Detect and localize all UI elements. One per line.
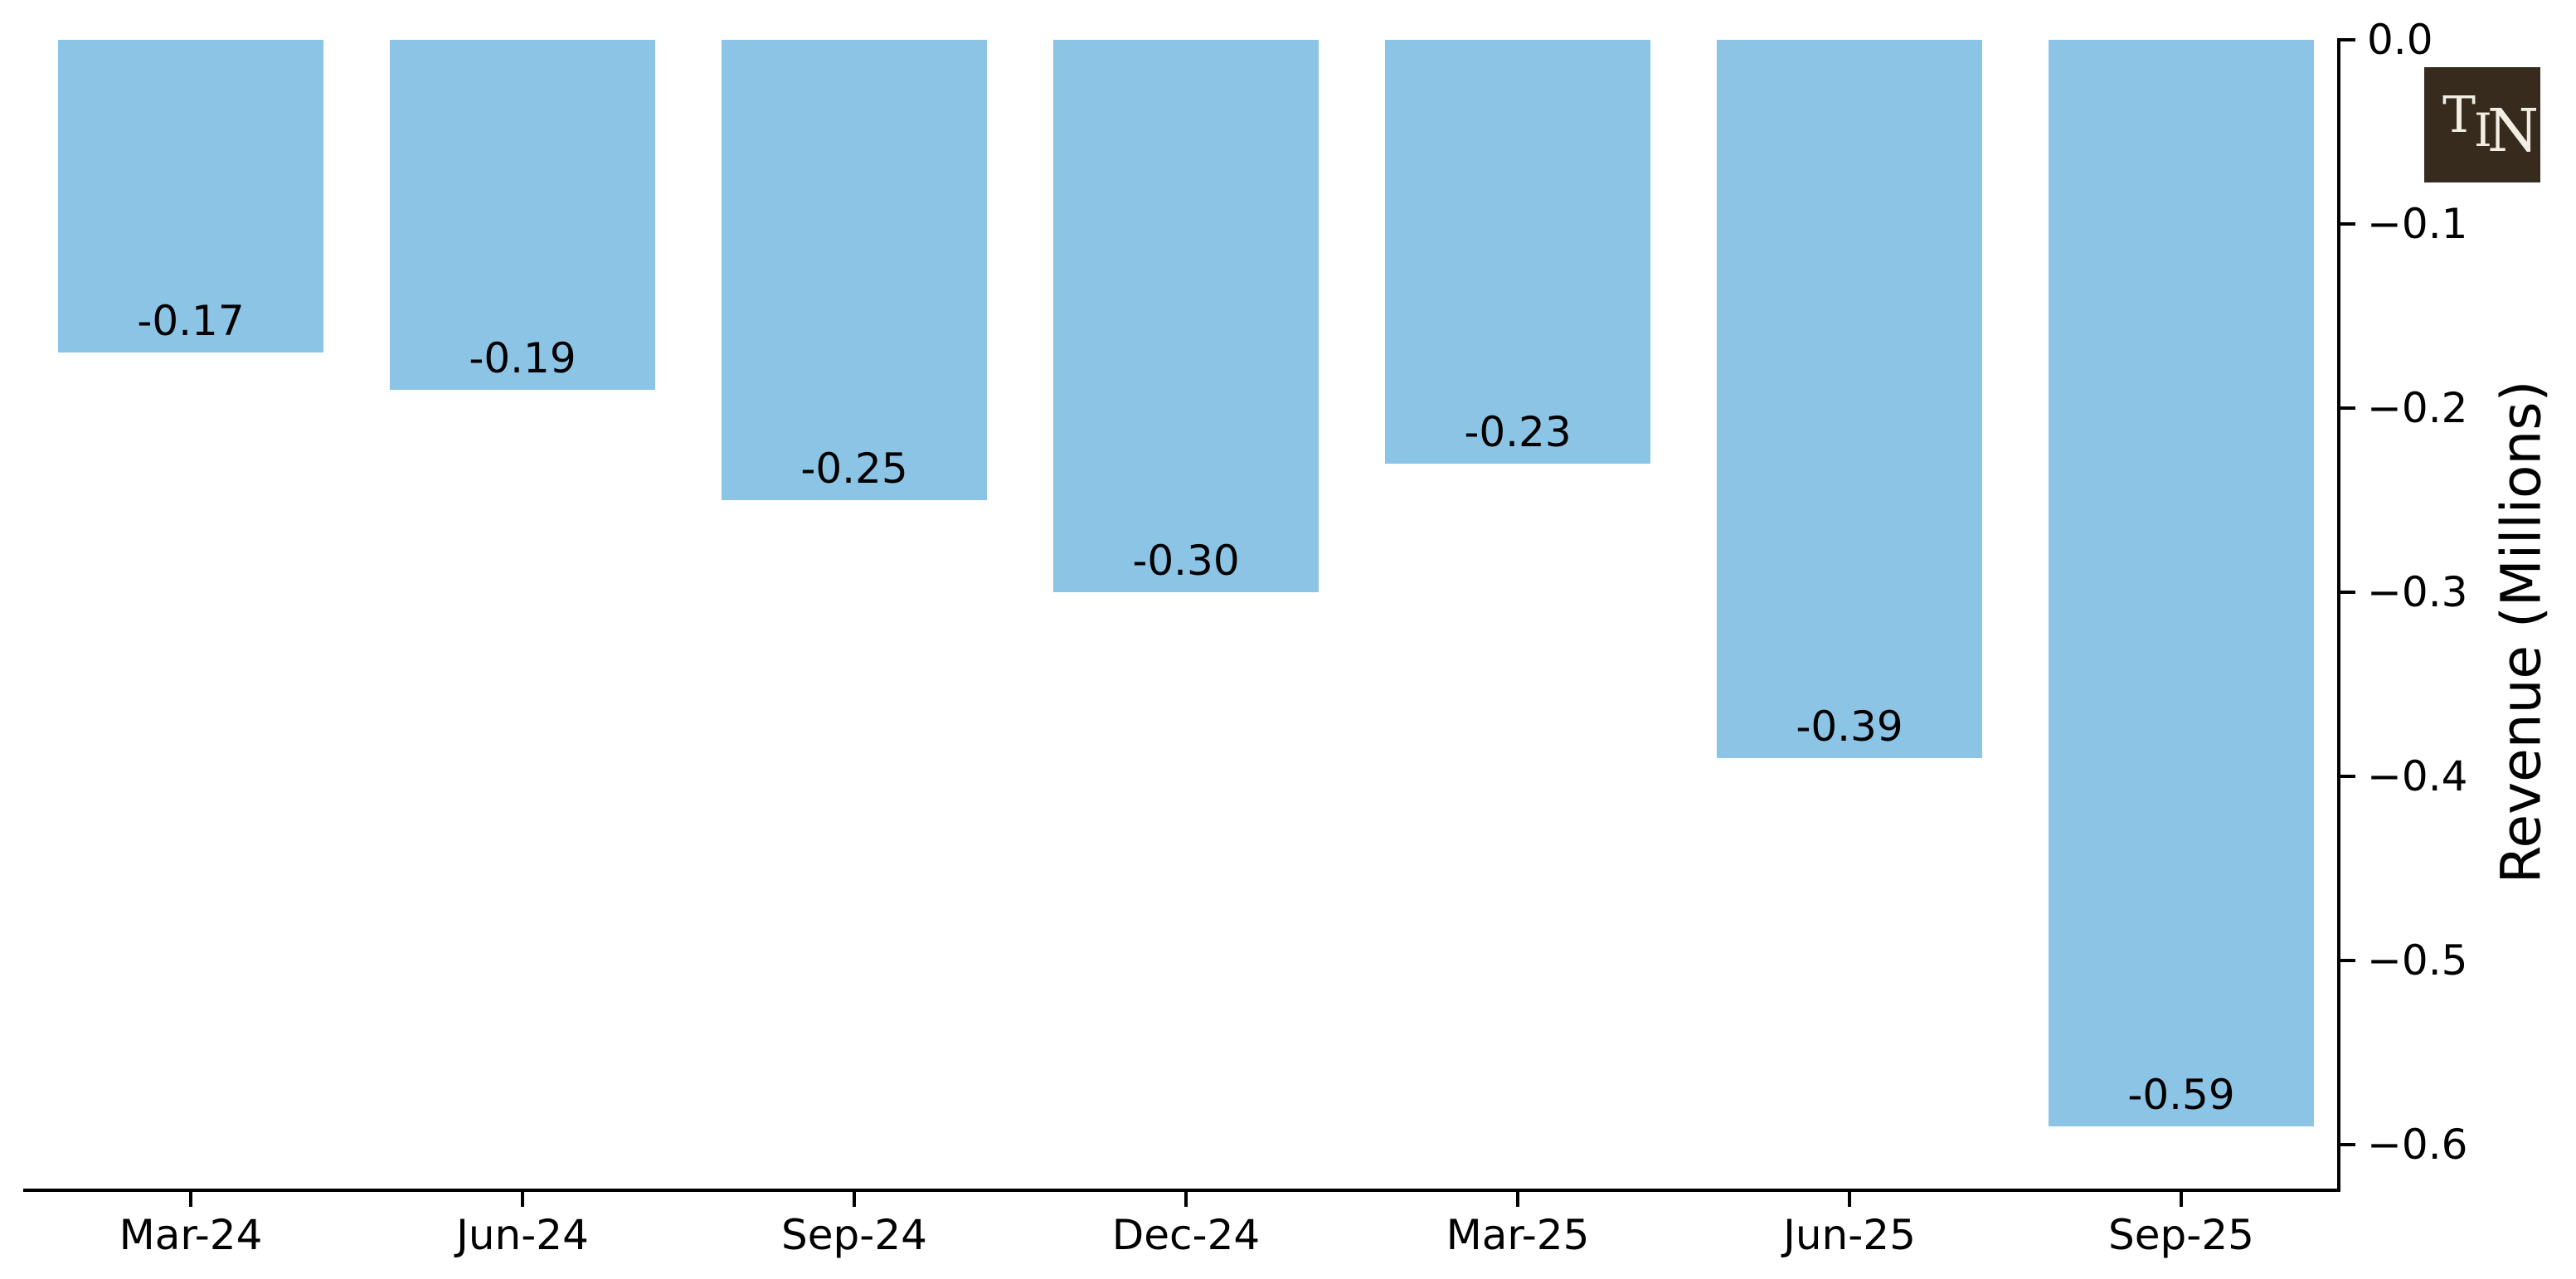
y-tick-mark xyxy=(2340,222,2355,226)
y-axis-title: Revenue (Millions) xyxy=(2489,380,2554,884)
x-tick-mark xyxy=(853,1192,856,1207)
x-tick-label: Sep-25 xyxy=(2108,1211,2254,1259)
y-tick-label: −0.5 xyxy=(2367,936,2468,985)
bar-Sep-24 xyxy=(722,40,987,500)
y-tick-label: −0.3 xyxy=(2367,568,2468,616)
bar-Sep-25 xyxy=(2049,40,2314,1126)
bar-value-label: -0.39 xyxy=(1796,703,1903,751)
x-tick-mark xyxy=(1516,1192,1519,1207)
y-tick-mark xyxy=(2340,591,2355,594)
y-tick-mark xyxy=(2340,959,2355,962)
y-tick-mark xyxy=(2340,1143,2355,1146)
x-tick-label: Jun-25 xyxy=(1783,1211,1916,1259)
logo-letter-n: N xyxy=(2487,96,2540,165)
x-tick-mark xyxy=(1848,1192,1851,1207)
x-tick-mark xyxy=(2180,1192,2183,1207)
bar-value-label: -0.23 xyxy=(1464,408,1572,456)
x-tick-mark xyxy=(521,1192,524,1207)
tin-logo: T I N xyxy=(2424,67,2540,182)
bar-value-label: -0.17 xyxy=(137,297,245,345)
x-tick-label: Mar-25 xyxy=(1446,1211,1590,1259)
y-tick-label: −0.2 xyxy=(2367,384,2468,432)
logo-letter-t: T xyxy=(2442,86,2476,144)
bar-value-label: -0.30 xyxy=(1132,537,1240,585)
y-tick-label: 0.0 xyxy=(2367,16,2433,64)
bar-Mar-25 xyxy=(1385,40,1650,464)
x-tick-label: Sep-24 xyxy=(781,1211,927,1259)
bar-value-label: -0.19 xyxy=(469,334,576,382)
x-tick-mark xyxy=(189,1192,192,1207)
y-tick-label: −0.4 xyxy=(2367,752,2468,800)
y-axis-line xyxy=(2337,38,2340,1192)
y-tick-mark xyxy=(2340,38,2355,41)
y-tick-mark xyxy=(2340,775,2355,778)
x-tick-label: Jun-24 xyxy=(456,1211,589,1259)
logo-letter-i: I xyxy=(2474,104,2492,157)
bar-Dec-24 xyxy=(1053,40,1319,592)
x-axis-line xyxy=(23,1189,2340,1192)
bar-value-label: -0.59 xyxy=(2127,1071,2235,1119)
y-tick-mark xyxy=(2340,406,2355,410)
bar-Jun-24 xyxy=(390,40,655,390)
x-tick-mark xyxy=(1184,1192,1188,1207)
y-tick-label: −0.6 xyxy=(2367,1121,2468,1169)
x-tick-label: Dec-24 xyxy=(1111,1211,1261,1259)
bar-Jun-25 xyxy=(1717,40,1982,758)
bar-Mar-24 xyxy=(58,40,323,353)
bar-value-label: -0.25 xyxy=(800,445,908,493)
x-tick-label: Mar-24 xyxy=(119,1211,263,1259)
y-tick-label: −0.1 xyxy=(2367,200,2468,248)
